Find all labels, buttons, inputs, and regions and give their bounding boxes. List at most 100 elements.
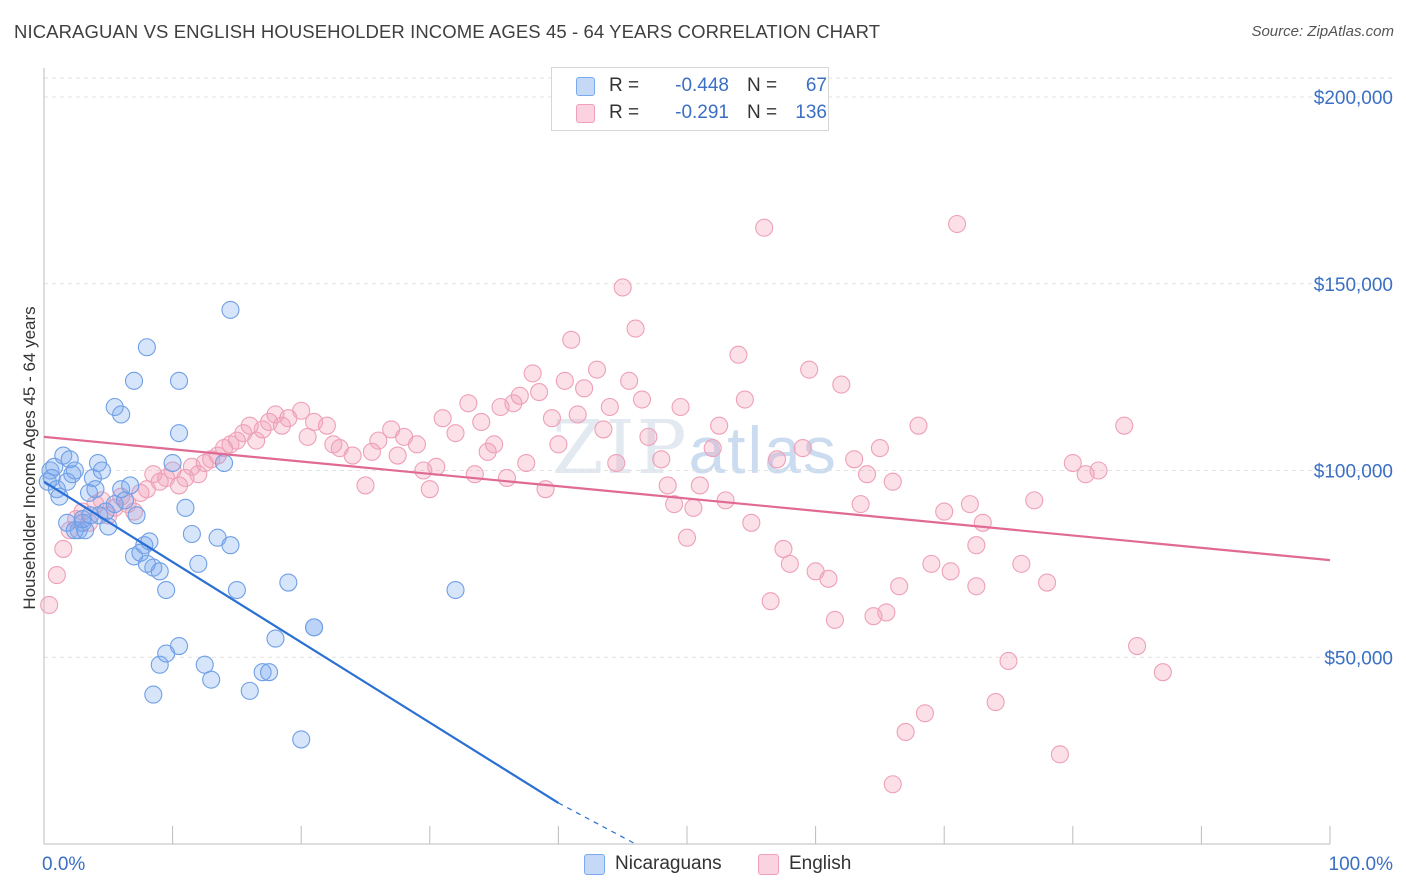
- english-point: [1012, 554, 1031, 573]
- english-point: [677, 528, 697, 547]
- english-point: [883, 472, 902, 491]
- english-point: [915, 704, 934, 723]
- nicaraguan-point: [137, 338, 156, 357]
- english-point: [562, 330, 581, 349]
- english-point: [851, 495, 870, 514]
- bottom-legend-nicaraguans: Nicaraguans: [584, 850, 722, 878]
- english-point: [536, 480, 555, 499]
- english-point: [819, 569, 838, 588]
- english-point: [485, 435, 504, 454]
- english-point: [845, 450, 864, 469]
- english-point: [967, 577, 986, 596]
- english-point: [594, 420, 613, 439]
- english-point: [671, 397, 690, 417]
- english-point: [40, 595, 59, 615]
- english-point: [877, 603, 896, 622]
- english-point: [832, 375, 851, 394]
- english-point: [742, 513, 761, 532]
- english-point: [800, 360, 819, 379]
- english-point: [227, 431, 246, 450]
- english-point: [767, 450, 787, 469]
- english-point: [47, 566, 66, 585]
- chart-title: NICARAGUAN VS ENGLISH HOUSEHOLDER INCOME…: [14, 21, 881, 42]
- english-point: [427, 457, 446, 476]
- legend-r-label: R =: [609, 75, 640, 96]
- legend-swatch-nicaraguans: [576, 76, 595, 96]
- english-point: [523, 364, 542, 383]
- english-point: [703, 439, 722, 458]
- english-point: [362, 442, 381, 461]
- nicaraguan-point: [182, 524, 201, 544]
- tick-labels: $50,000 $100,000 $150,000 $200,000 0.0% 100.0…: [42, 88, 1393, 875]
- nicaraguan-point: [65, 461, 84, 480]
- english-point: [446, 424, 465, 443]
- legend-r-value: -0.291: [675, 102, 729, 123]
- english-point: [639, 427, 658, 446]
- english-point: [465, 465, 484, 484]
- trend-lines: [43, 435, 1331, 845]
- nicaraguan-point: [92, 461, 111, 480]
- english-point: [710, 416, 729, 435]
- nicaraguan-point: [169, 371, 189, 390]
- nicaraguan-point: [202, 670, 221, 689]
- nicaraguan-point: [195, 655, 214, 674]
- english-point: [478, 442, 497, 461]
- nicaraguan-point: [163, 453, 182, 473]
- legend-row-nicaraguans: R = -0.448 N = 67: [576, 73, 827, 99]
- english-point: [857, 465, 877, 484]
- english-point: [883, 775, 902, 794]
- english-point: [575, 379, 594, 398]
- english-point: [896, 722, 915, 742]
- legend-n-value: 67: [805, 75, 827, 96]
- english-point: [1089, 461, 1108, 480]
- english-point: [433, 409, 452, 428]
- english-trend-line: [43, 435, 1331, 562]
- english-point: [658, 476, 677, 495]
- nicaraguan-point: [253, 663, 272, 682]
- nicaraguan-point: [305, 618, 324, 637]
- english-point: [755, 218, 774, 237]
- nicaraguan-point: [86, 480, 105, 499]
- english-point: [292, 401, 311, 420]
- english-point: [973, 513, 992, 532]
- y-tick-label: $100,000: [1314, 462, 1393, 483]
- english-point: [510, 386, 529, 405]
- english-point: [1063, 453, 1082, 473]
- english-point: [1153, 663, 1172, 682]
- english-point: [620, 371, 639, 390]
- nicaraguan-point: [279, 573, 298, 592]
- legend-r-value: -0.448: [675, 75, 729, 96]
- watermark-zip: ZIP: [552, 405, 689, 491]
- english-point: [388, 446, 407, 465]
- english-point: [909, 416, 928, 435]
- english-point: [1115, 416, 1134, 435]
- bottom-legend-label-english: English: [789, 853, 852, 874]
- nicaraguan-point: [446, 580, 465, 600]
- nicaraguan-point: [58, 513, 77, 532]
- nicaraguan-point: [221, 536, 240, 555]
- y-tick-label: $150,000: [1314, 275, 1393, 296]
- nicaraguan-point: [214, 453, 234, 473]
- english-point: [497, 468, 517, 488]
- english-point: [568, 405, 587, 424]
- correlation-legend: R = -0.448 N = 67 R = -0.291 N = 136: [551, 67, 829, 131]
- english-point: [729, 345, 748, 364]
- nicaraguan-point: [127, 506, 146, 525]
- english-point: [587, 360, 607, 379]
- english-point: [1038, 573, 1057, 592]
- english-point: [253, 420, 272, 439]
- nicaraguan-point: [259, 663, 279, 682]
- english-point: [542, 409, 562, 428]
- english-point: [665, 495, 684, 514]
- english-point: [208, 446, 227, 465]
- nicaraguan-point: [227, 580, 246, 600]
- nicaraguan-point: [144, 685, 163, 704]
- english-point: [459, 394, 478, 413]
- english-point: [774, 539, 793, 558]
- nicaraguan-point: [169, 636, 189, 656]
- english-point: [684, 498, 703, 517]
- english-point: [941, 562, 960, 581]
- nicaraguan-point: [60, 450, 79, 469]
- english-points: [40, 214, 1172, 794]
- english-point: [735, 390, 754, 409]
